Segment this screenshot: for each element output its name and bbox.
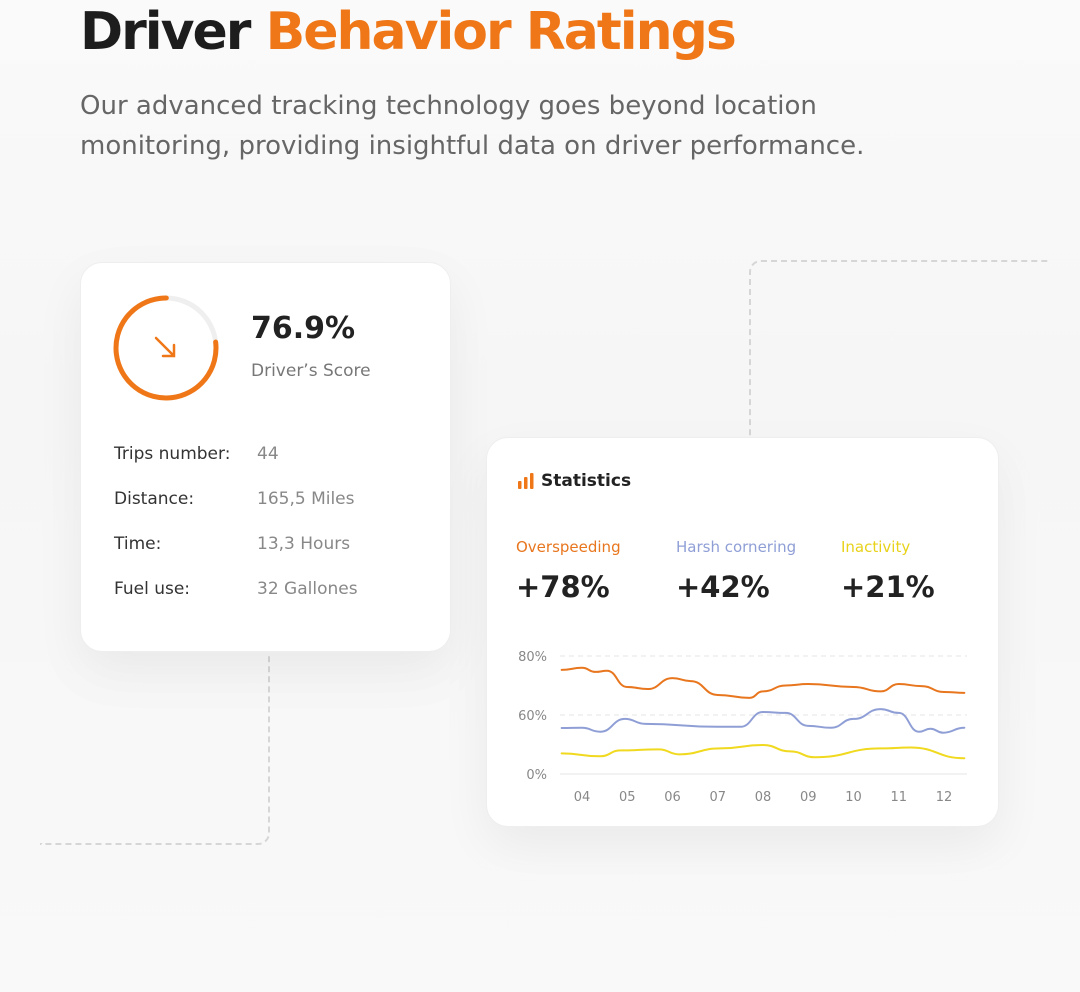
stat-row-time: Time: 13,3 Hours: [114, 534, 350, 554]
score-ring: [113, 295, 219, 401]
x-tick-label: 05: [619, 790, 636, 805]
statistics-header: Statistics: [517, 471, 631, 491]
statistics-line-chart: 0% 60% 80% 04 05 06 07 08 09 10 11 12: [518, 650, 967, 805]
metric-value: +78%: [516, 570, 610, 604]
row-value: 13,3 Hours: [257, 534, 351, 554]
stat-row-distance: Distance: 165,5 Miles: [114, 489, 355, 509]
metric-value: +42%: [676, 570, 770, 604]
x-tick-label: 09: [800, 790, 817, 805]
row-label: Fuel use:: [114, 579, 191, 599]
row-label: Time:: [114, 534, 162, 554]
x-tick-label: 04: [574, 790, 591, 805]
metric-value: +21%: [841, 570, 935, 604]
row-label: Trips number:: [114, 444, 231, 464]
stat-row-fuel: Fuel use: 32 Gallones: [114, 579, 358, 599]
metric-harsh-cornering: Harsh cornering +42%: [676, 538, 796, 604]
stat-row-trips: Trips number: 44: [114, 444, 279, 464]
x-tick-label: 12: [936, 790, 953, 805]
series-line-inactivity: [560, 743, 966, 760]
y-tick-label: 0%: [526, 768, 547, 783]
dashed-connector: [40, 655, 270, 845]
metric-label: Overspeeding: [516, 538, 621, 556]
statistics-title: Statistics: [541, 471, 632, 491]
dashed-connector: [749, 260, 1049, 440]
statistics-card: Statistics Overspeeding +78% Harsh corner…: [486, 437, 999, 827]
x-tick-label: 10: [845, 790, 862, 805]
score-value: 76.9%: [251, 311, 356, 346]
row-value: 165,5 Miles: [257, 489, 355, 509]
page-subtitle: Our advanced tracking technology goes be…: [80, 91, 865, 161]
x-tick-label: 11: [890, 790, 907, 805]
metric-label: Inactivity: [841, 538, 911, 556]
title-part-1: Driver: [80, 2, 251, 62]
row-label: Distance:: [114, 489, 195, 509]
x-tick-label: 06: [664, 790, 681, 805]
page-title: Driver Behavior Ratings: [80, 2, 737, 62]
x-tick-label: 08: [755, 790, 772, 805]
row-value: 44: [257, 444, 279, 464]
bar-chart-icon: [518, 473, 534, 489]
title-part-2: Behavior Ratings: [265, 2, 737, 62]
row-value: 32 Gallones: [257, 579, 358, 599]
score-label: Driver’s Score: [251, 361, 371, 381]
series-line-overspeeding: [560, 666, 966, 699]
metric-inactivity: Inactivity +21%: [841, 538, 935, 604]
metric-overspeeding: Overspeeding +78%: [516, 538, 621, 604]
y-tick-label: 60%: [518, 709, 547, 724]
x-tick-label: 07: [709, 790, 726, 805]
y-tick-label: 80%: [518, 650, 547, 665]
series-line-harsh-cornering: [560, 708, 966, 734]
metric-label: Harsh cornering: [676, 538, 797, 556]
driver-score-card: 76.9% Driver’s Score Trips number: 44 Dis…: [80, 262, 451, 652]
arrow-down-right-icon: [154, 336, 176, 358]
